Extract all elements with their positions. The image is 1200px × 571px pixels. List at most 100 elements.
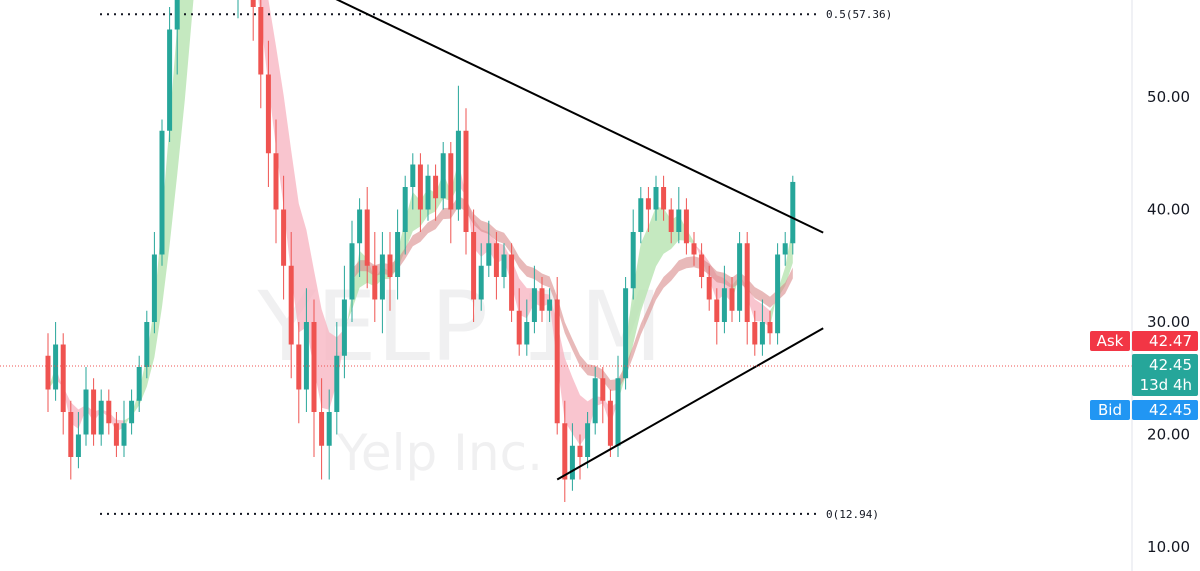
candle-body [752, 322, 758, 345]
candle-body [341, 299, 347, 356]
ribbon-bear [55, 367, 124, 432]
candle-body [144, 322, 150, 367]
trendline-lower [556, 327, 824, 481]
ribbon-bull [618, 206, 694, 402]
candle-body [516, 310, 522, 345]
candle-body [463, 130, 469, 232]
candle-body [258, 7, 264, 75]
candle-body [334, 355, 340, 412]
candle-body [265, 74, 271, 154]
candle-body [486, 243, 492, 266]
candle-body [683, 209, 689, 244]
candle-body [729, 288, 735, 311]
candle-body [379, 254, 385, 300]
candle-body [91, 389, 97, 435]
y-tick-label: 50.00 [1147, 88, 1190, 106]
ask-value: 42.47 [1132, 331, 1198, 351]
candle-body [645, 198, 651, 210]
candle-body [706, 277, 712, 300]
candle-body [744, 243, 750, 322]
candle-body [607, 400, 613, 446]
candle-body [524, 322, 530, 345]
candle-body [638, 198, 644, 232]
candle-body [136, 367, 142, 401]
candle-body [326, 412, 332, 446]
bid-value: 42.45 [1132, 400, 1198, 420]
candle-body [630, 232, 636, 289]
candle-body [448, 153, 454, 210]
candle-body [151, 254, 157, 322]
candle-body [767, 322, 773, 334]
candle-body [129, 400, 135, 424]
candle-body [509, 254, 515, 311]
candle-body [273, 153, 279, 210]
candle-body [623, 288, 629, 379]
candle-body [357, 209, 363, 244]
candle-body [668, 209, 674, 232]
candle-body [600, 378, 606, 401]
ask-label: Ask [1090, 331, 1130, 351]
y-tick-label: 40.00 [1147, 201, 1190, 219]
candle-body [288, 265, 294, 345]
last-price-value: 42.45 [1149, 356, 1192, 374]
ribbon-bear [258, 0, 345, 410]
candlesticks [45, 0, 796, 502]
candle-body [425, 175, 431, 210]
candle-body [493, 243, 499, 277]
watermark-company: Yelp Inc. [336, 424, 543, 482]
candle-body [478, 265, 484, 300]
ribbon-bear [458, 161, 618, 446]
candle-body [417, 164, 423, 210]
candle-body [759, 322, 765, 345]
candle-body [349, 243, 355, 300]
candle-body [121, 423, 127, 446]
candle-body [410, 164, 416, 187]
candle-body [721, 288, 727, 322]
candle-body [782, 243, 788, 255]
candle-body [547, 299, 553, 311]
candle-body [60, 344, 66, 412]
last-price-tag: 42.45 13d 4h [1132, 354, 1198, 396]
candle-body [395, 232, 401, 277]
candle-body [592, 378, 598, 424]
candle-body [433, 175, 439, 199]
candle-body [364, 209, 370, 266]
candle-body [714, 299, 720, 322]
candle-body [319, 412, 325, 446]
candle-body [98, 400, 104, 435]
candle-body [75, 434, 81, 457]
candle-body [661, 187, 667, 210]
candle-body [554, 299, 560, 424]
candle-body [174, 0, 180, 30]
ribbon-bull [124, 0, 194, 428]
candle-body [440, 153, 446, 199]
candle-body [790, 181, 796, 244]
candle-body [281, 209, 287, 266]
candle-body [501, 254, 507, 277]
candle-body [676, 209, 682, 232]
bid-tag: Bid 42.45 [1090, 400, 1198, 420]
candle-body [569, 445, 575, 480]
candle-body [83, 389, 89, 435]
candle-body [615, 378, 621, 446]
candle-body [531, 288, 537, 322]
ask-tag: Ask 42.47 [1090, 331, 1198, 351]
trendlines[interactable] [200, 0, 824, 481]
fib-level-label: 0.5(57.36) [826, 8, 892, 21]
candle-body [585, 423, 591, 457]
ribbon-bull [770, 224, 793, 328]
candle-body [303, 322, 309, 390]
fib-level-label: 0(12.94) [826, 508, 879, 521]
candle-body [296, 344, 302, 390]
bid-label: Bid [1090, 400, 1130, 420]
candle-body [372, 265, 378, 300]
candle-body [167, 29, 173, 131]
fibonacci-levels: 1(101.77)0.618(67.84)0.5(57.36)0(12.94) [100, 8, 892, 521]
price-axis[interactable]: 10.0020.0030.0040.0050.0060.0070.0080.00… [1138, 0, 1191, 556]
candle-body [471, 232, 477, 300]
candle-body [387, 254, 393, 277]
candle-body [737, 243, 743, 311]
y-tick-label: 10.00 [1147, 538, 1190, 556]
candle-body [699, 254, 705, 277]
